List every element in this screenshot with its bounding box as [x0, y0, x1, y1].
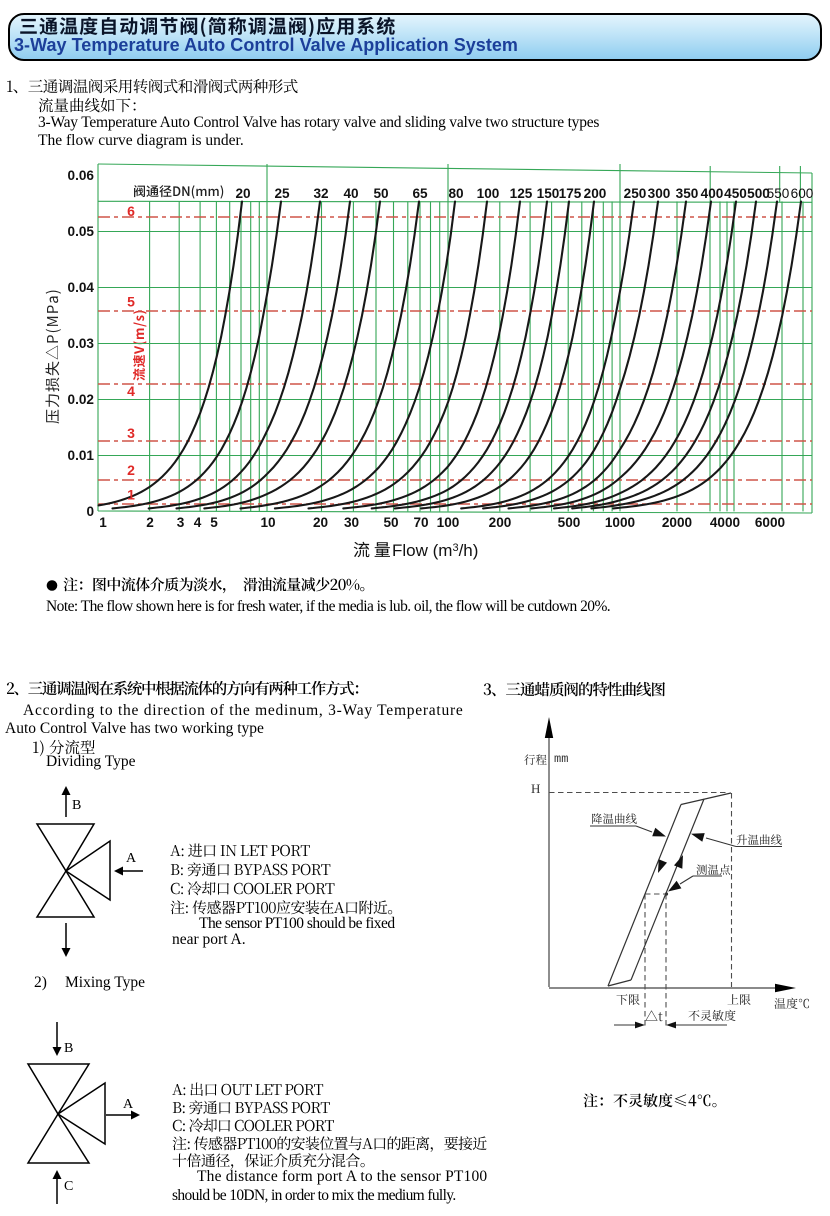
- svg-text:450: 450: [724, 186, 747, 201]
- svg-text:5: 5: [127, 294, 135, 310]
- svg-text:2: 2: [146, 515, 154, 530]
- svg-text:125: 125: [510, 186, 533, 201]
- svg-text:100: 100: [437, 515, 460, 530]
- svg-text:0.04: 0.04: [68, 280, 95, 295]
- svg-text:300: 300: [648, 186, 671, 201]
- svg-text:100: 100: [477, 186, 500, 201]
- svg-text:3: 3: [127, 425, 135, 441]
- svg-text:200: 200: [584, 186, 607, 201]
- svg-text:0.02: 0.02: [68, 392, 95, 407]
- svg-text:2000: 2000: [662, 515, 692, 530]
- svg-text:0: 0: [86, 504, 94, 519]
- svg-text:25: 25: [274, 186, 290, 201]
- svg-text:2: 2: [127, 462, 135, 478]
- svg-text:4: 4: [194, 515, 202, 530]
- svg-text:0.01: 0.01: [68, 448, 95, 463]
- svg-text:1: 1: [127, 487, 135, 503]
- svg-text:3: 3: [177, 515, 185, 530]
- svg-text:200: 200: [489, 515, 512, 530]
- svg-text:30: 30: [344, 515, 359, 530]
- svg-text:550: 550: [767, 186, 790, 201]
- svg-text:4: 4: [127, 383, 135, 399]
- svg-text:1: 1: [99, 515, 107, 530]
- svg-text:150: 150: [537, 186, 560, 201]
- svg-text:350: 350: [676, 186, 699, 201]
- svg-text:70: 70: [413, 515, 428, 530]
- svg-text:65: 65: [412, 186, 428, 201]
- svg-text:50: 50: [383, 515, 398, 530]
- svg-text:175: 175: [559, 186, 582, 201]
- svg-text:20: 20: [235, 186, 250, 201]
- svg-text:40: 40: [343, 186, 358, 201]
- svg-text:500: 500: [747, 186, 770, 201]
- svg-text:0.06: 0.06: [68, 168, 95, 183]
- svg-text:500: 500: [558, 515, 581, 530]
- svg-text:5: 5: [210, 515, 218, 530]
- svg-text:80: 80: [448, 186, 463, 201]
- svg-text:250: 250: [624, 186, 647, 201]
- svg-text:1000: 1000: [605, 515, 635, 530]
- svg-text:10: 10: [260, 515, 275, 530]
- svg-text:6: 6: [127, 203, 135, 219]
- svg-text:50: 50: [373, 186, 388, 201]
- svg-text:0.03: 0.03: [68, 336, 95, 351]
- svg-text:600: 600: [791, 186, 814, 201]
- svg-text:400: 400: [701, 186, 724, 201]
- svg-text:20: 20: [313, 515, 328, 530]
- svg-text:0.05: 0.05: [68, 224, 95, 239]
- svg-text:32: 32: [313, 186, 329, 201]
- svg-text:6000: 6000: [755, 515, 785, 530]
- svg-text:4000: 4000: [710, 515, 740, 530]
